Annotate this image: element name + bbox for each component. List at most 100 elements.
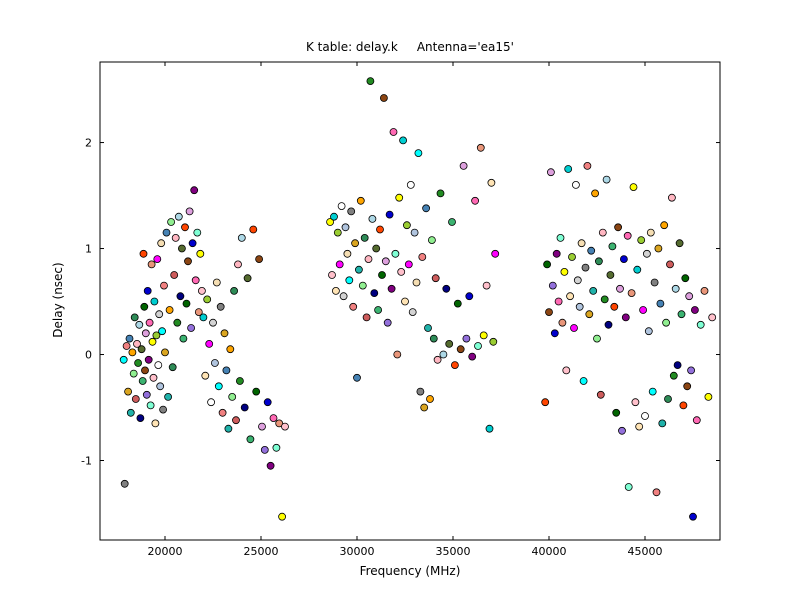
- data-point: [345, 276, 354, 285]
- data-point: [456, 345, 465, 354]
- data-point: [585, 310, 594, 319]
- data-point: [349, 302, 358, 311]
- data-point: [126, 408, 135, 417]
- data-point: [708, 313, 717, 322]
- x-tick-label: 30000: [339, 545, 374, 558]
- data-point: [556, 233, 565, 242]
- data-point: [445, 339, 454, 348]
- data-point: [612, 408, 621, 417]
- data-point: [459, 161, 468, 170]
- data-point: [487, 178, 496, 187]
- data-point: [482, 281, 491, 290]
- data-point: [391, 249, 400, 258]
- data-point: [596, 390, 605, 399]
- data-point: [155, 310, 164, 319]
- data-point: [263, 398, 272, 407]
- data-point: [692, 416, 701, 425]
- data-point: [416, 387, 425, 396]
- data-point: [160, 281, 168, 290]
- data-point: [353, 373, 361, 382]
- data-point: [581, 263, 590, 272]
- data-point: [358, 281, 367, 290]
- data-point: [237, 233, 246, 242]
- data-point: [179, 334, 188, 343]
- data-point: [177, 244, 186, 253]
- x-tick-label: 20000: [147, 545, 182, 558]
- data-point: [134, 359, 143, 367]
- data-point: [383, 318, 392, 327]
- data-point: [598, 228, 607, 237]
- data-point: [573, 276, 582, 285]
- data-point: [240, 403, 249, 412]
- data-point: [602, 175, 611, 184]
- data-point: [149, 373, 158, 382]
- data-point: [209, 318, 217, 327]
- data-point: [174, 212, 183, 221]
- data-point: [656, 299, 665, 308]
- data-point: [696, 320, 705, 329]
- data-point: [140, 302, 149, 311]
- data-point: [224, 424, 233, 433]
- data-point: [165, 306, 174, 314]
- data-point: [181, 223, 189, 232]
- data-point: [141, 329, 150, 338]
- data-point: [429, 334, 438, 343]
- data-point: [201, 371, 210, 380]
- data-point: [652, 488, 661, 497]
- data-point: [205, 339, 214, 348]
- data-point: [139, 249, 148, 258]
- data-point: [272, 443, 281, 452]
- data-point: [402, 221, 411, 230]
- data-point: [182, 299, 191, 308]
- data-point: [658, 419, 667, 428]
- data-point: [220, 329, 229, 338]
- data-point: [671, 284, 680, 293]
- data-point: [170, 271, 179, 279]
- data-point: [230, 286, 239, 295]
- data-point: [552, 249, 561, 258]
- data-point: [629, 183, 638, 192]
- data-point: [120, 479, 129, 488]
- data-point: [485, 424, 494, 433]
- data-point: [404, 260, 413, 269]
- data-point: [554, 297, 563, 306]
- data-point: [216, 302, 225, 311]
- data-point: [148, 337, 157, 346]
- data-point: [153, 255, 162, 264]
- data-point: [171, 233, 180, 242]
- data-point: [414, 149, 423, 158]
- data-point: [343, 249, 352, 258]
- data-point: [161, 348, 169, 357]
- data-point: [212, 278, 221, 287]
- data-point: [410, 228, 419, 237]
- y-tick-label: 0: [85, 349, 92, 362]
- chart-title: K table: delay.k Antenna='ea15': [306, 40, 514, 54]
- data-point: [333, 228, 342, 237]
- data-point: [159, 405, 168, 414]
- data-point: [389, 128, 398, 136]
- data-point: [190, 186, 199, 195]
- data-point: [616, 284, 624, 293]
- data-point: [188, 239, 197, 248]
- data-point: [436, 189, 445, 198]
- data-point: [579, 377, 588, 385]
- data-point: [462, 334, 471, 343]
- data-point: [173, 318, 182, 327]
- data-point: [235, 377, 244, 385]
- data-point: [610, 302, 619, 311]
- data-point: [543, 260, 551, 269]
- data-point: [260, 445, 269, 454]
- data-point: [562, 366, 571, 375]
- data-point: [184, 257, 192, 266]
- data-point: [450, 361, 459, 370]
- data-point: [137, 345, 146, 354]
- data-point: [144, 355, 153, 364]
- data-point: [356, 196, 365, 205]
- data-point: [637, 236, 646, 245]
- data-point: [218, 408, 227, 417]
- data-point: [685, 292, 694, 301]
- data-point: [424, 324, 432, 332]
- data-point: [639, 306, 647, 314]
- data-point: [395, 193, 404, 202]
